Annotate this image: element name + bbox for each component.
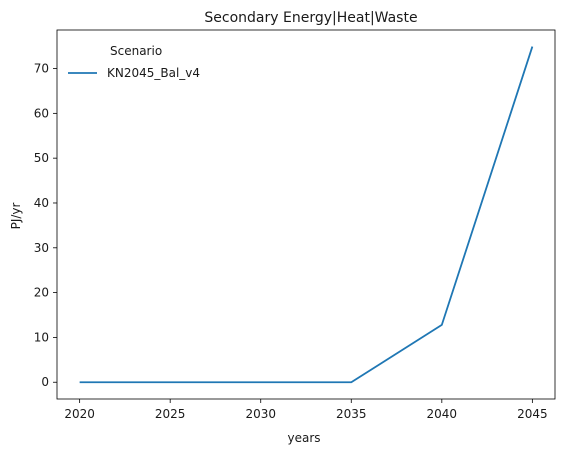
y-tick-label: 40 xyxy=(34,196,49,210)
legend-label-kn2045-bal-v4: KN2045_Bal_v4 xyxy=(107,66,200,80)
plot-area xyxy=(56,29,556,400)
series-layer xyxy=(79,46,534,384)
y-tick-label: 0 xyxy=(41,375,49,389)
y-tick-label: 50 xyxy=(34,151,49,165)
plot-frame xyxy=(56,29,556,400)
legend: Scenario KN2045_Bal_v4 xyxy=(68,44,200,80)
y-tick-label: 10 xyxy=(34,330,49,344)
x-tick-label: 2040 xyxy=(427,407,458,421)
y-tick-label: 30 xyxy=(34,241,49,255)
x-tick-label: 2025 xyxy=(155,407,186,421)
x-tick-label: 2020 xyxy=(64,407,95,421)
x-tick-label: 2045 xyxy=(517,407,548,421)
x-axis-label: years xyxy=(287,431,320,445)
y-tick-label: 70 xyxy=(34,62,49,76)
x-tick-label: 2030 xyxy=(245,407,276,421)
y-axis-label: PJ/yr xyxy=(9,203,23,230)
y-axis: 0 10 20 30 40 50 60 70 xyxy=(34,62,57,389)
series-line-kn2045-bal-v4 xyxy=(79,46,534,384)
x-axis: 2020 2025 2030 2035 2040 2045 xyxy=(64,399,548,421)
legend-title: Scenario xyxy=(110,44,162,58)
chart-title: Secondary Energy|Heat|Waste xyxy=(204,10,417,26)
y-tick-label: 60 xyxy=(34,106,49,120)
x-tick-label: 2035 xyxy=(336,407,367,421)
y-tick-label: 20 xyxy=(34,286,49,300)
